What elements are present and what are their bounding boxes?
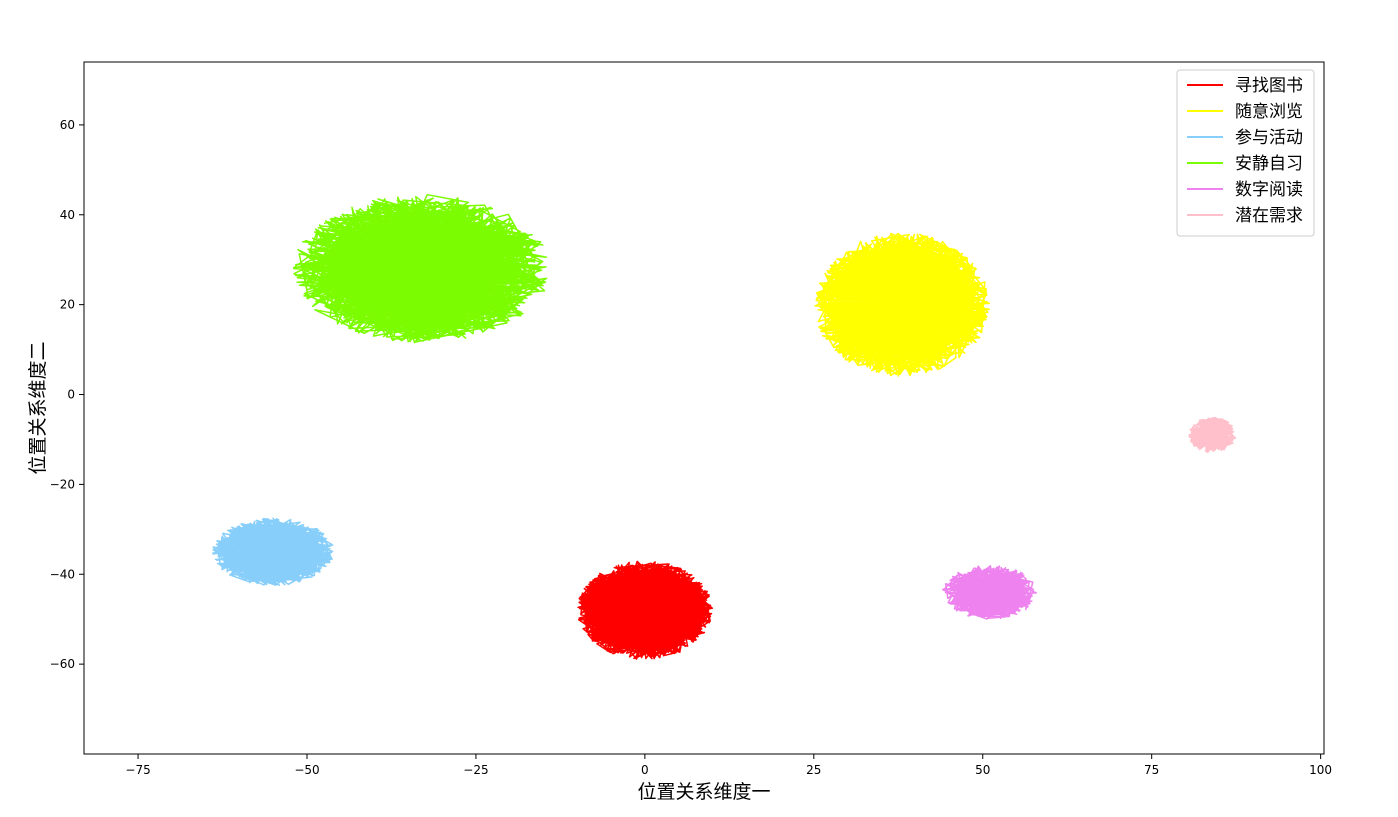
x-tick-label: −50 [294, 763, 319, 777]
legend-label: 数字阅读 [1235, 180, 1303, 200]
x-tick-label: 25 [806, 763, 821, 777]
series-line-5 [941, 564, 1038, 620]
x-axis: −75 −50 −25 0 25 50 75 100 [125, 754, 1332, 777]
x-axis-title: 位置关系维度一 [637, 781, 770, 803]
y-tick-label: 0 [67, 388, 75, 402]
series-line-4 [292, 193, 548, 344]
x-tick-label: 0 [641, 763, 649, 777]
y-tick-label: 60 [60, 118, 75, 132]
x-tick-label: −25 [463, 763, 488, 777]
legend-label: 寻找图书 [1235, 76, 1303, 96]
legend-label: 随意浏览 [1235, 102, 1303, 122]
plot-frame [83, 61, 1325, 755]
y-tick-label: 40 [60, 208, 75, 222]
x-tick-label: 50 [975, 763, 990, 777]
legend-label: 潜在需求 [1235, 206, 1303, 226]
y-tick-label: −40 [50, 567, 75, 581]
x-tick-label: 75 [1144, 763, 1159, 777]
y-tick-label: −20 [50, 477, 75, 491]
series-line-3 [212, 517, 334, 586]
series-line-2 [814, 232, 991, 377]
x-tick-label: 100 [1309, 763, 1332, 777]
y-axis: −60 −40 −20 0 20 40 60 [50, 118, 84, 671]
series-layer [212, 193, 1237, 660]
series-line-1 [577, 560, 714, 660]
y-axis-title: 位置关系维度二 [27, 341, 49, 474]
y-tick-label: 20 [60, 298, 75, 312]
y-tick-label: −60 [50, 657, 75, 671]
legend-label: 参与活动 [1235, 128, 1303, 148]
legend-label: 安静自习 [1235, 154, 1303, 174]
x-tick-label: −75 [125, 763, 150, 777]
series-line-6 [1188, 416, 1237, 454]
